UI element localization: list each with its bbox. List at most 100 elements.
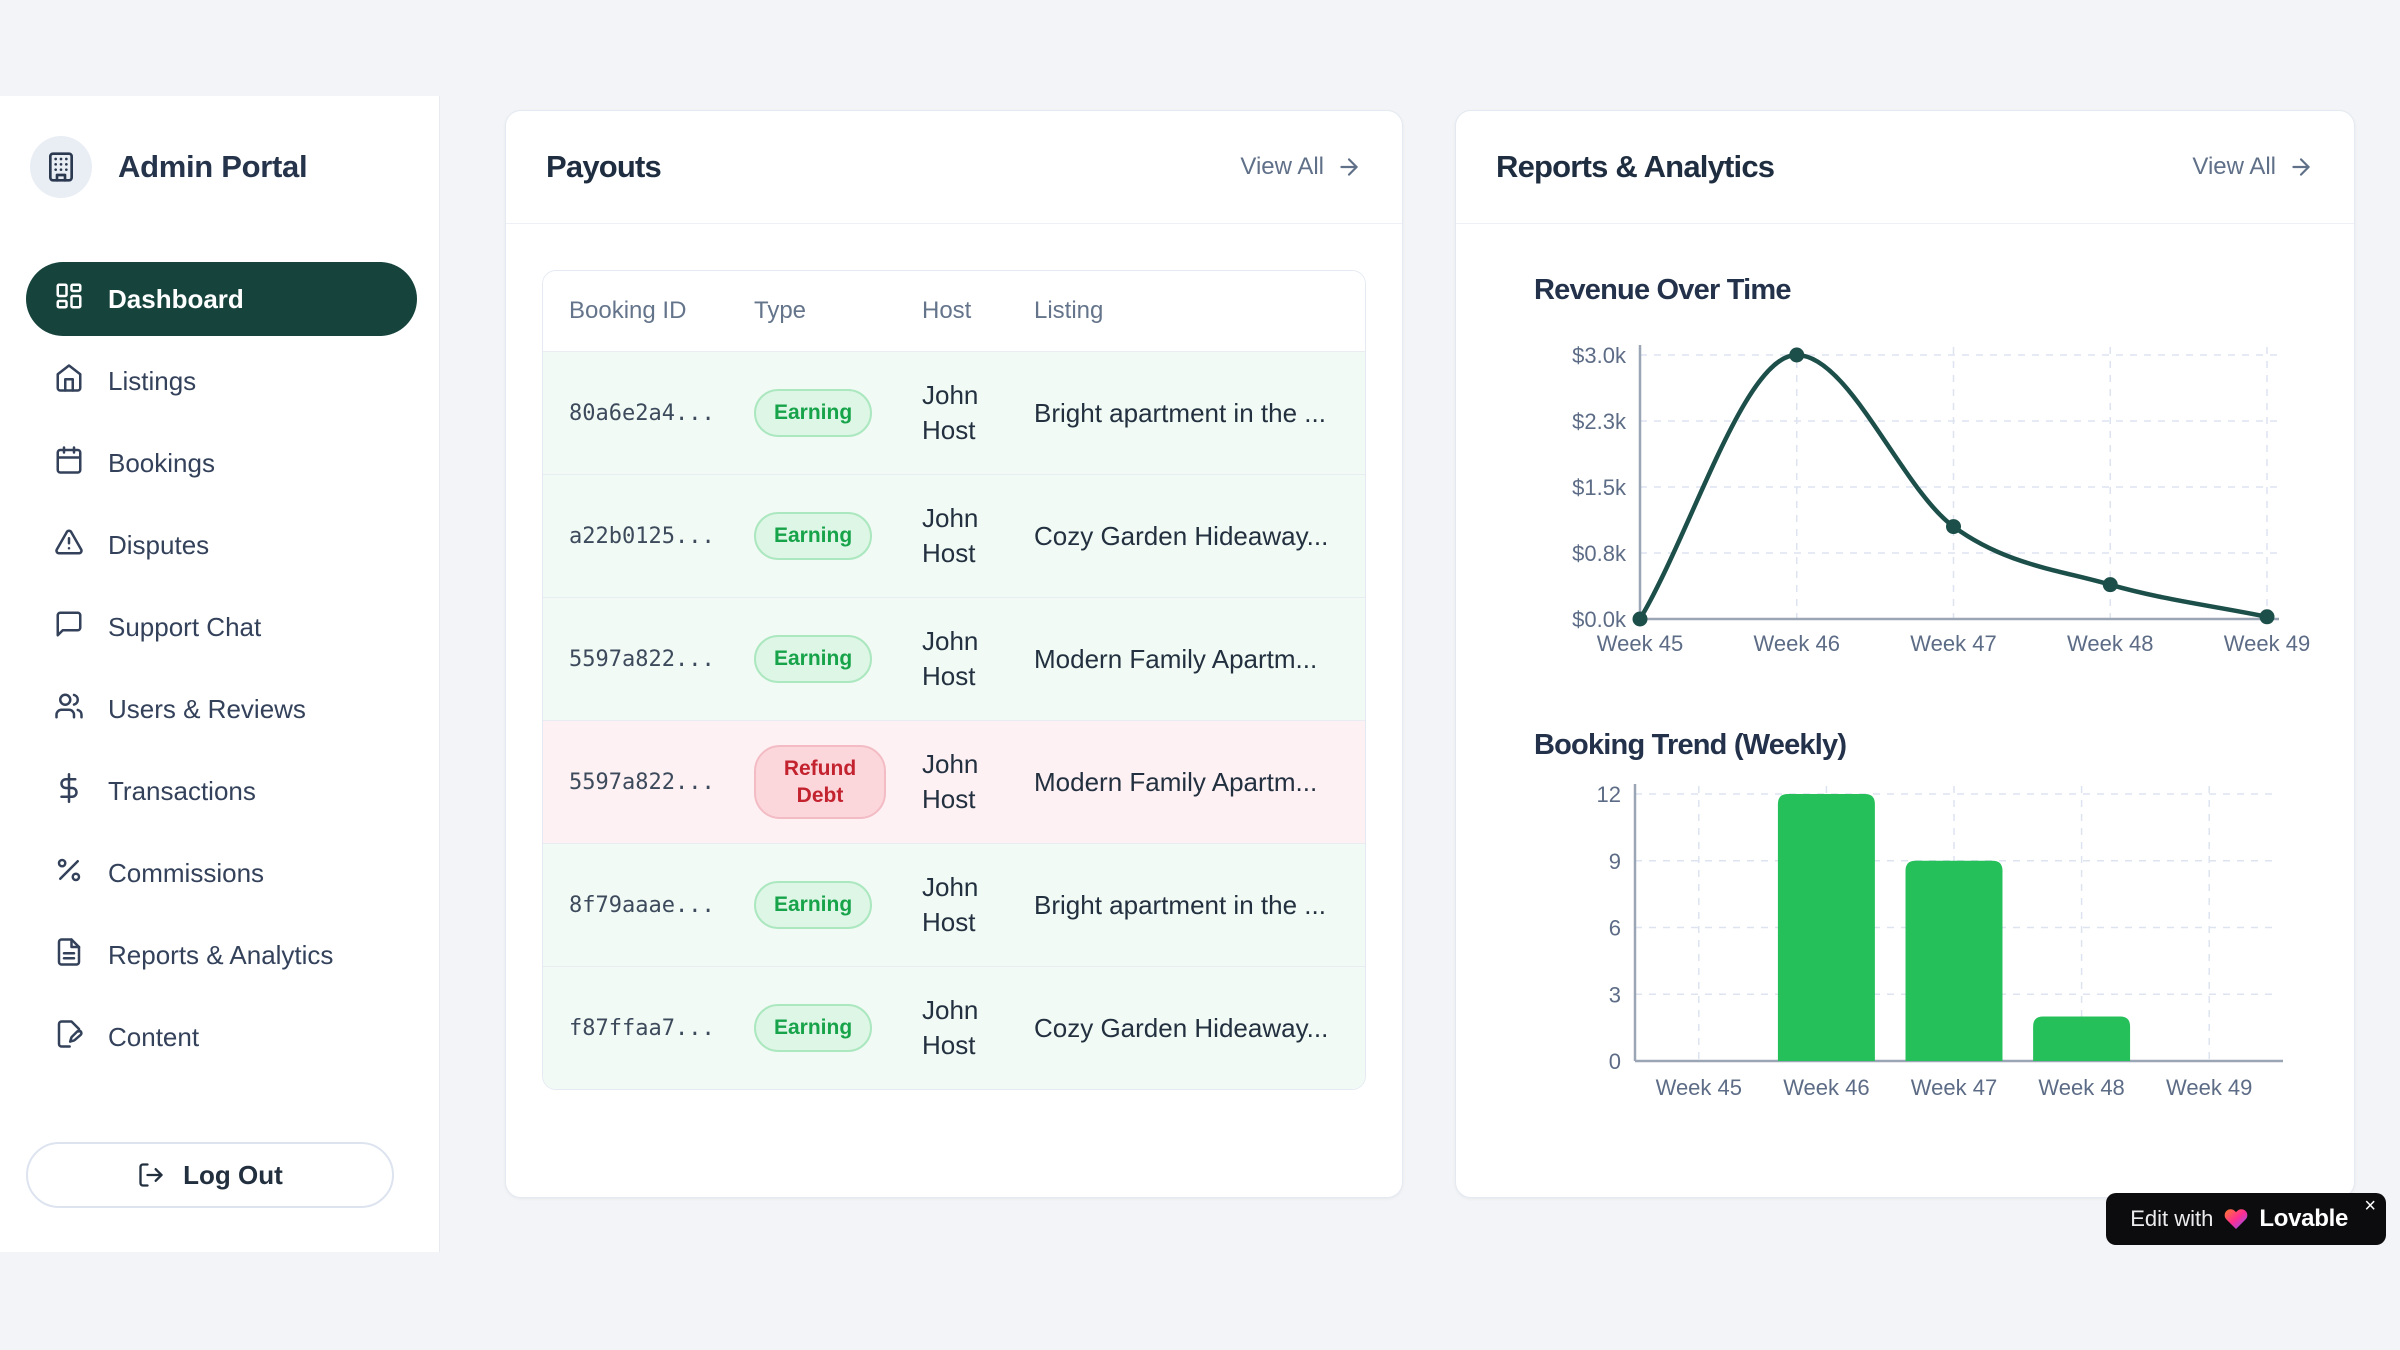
svg-text:Week 49: Week 49 — [2166, 1075, 2252, 1100]
type-badge: Earning — [754, 512, 873, 560]
svg-text:6: 6 — [1609, 916, 1621, 941]
sidebar-item[interactable]: Content — [26, 1000, 417, 1074]
sidebar-item-icon — [54, 527, 84, 564]
type-cell: Earning — [754, 389, 922, 437]
col-host: Host — [922, 297, 972, 324]
sidebar-item-icon — [54, 937, 84, 974]
svg-text:Week 45: Week 45 — [1597, 631, 1683, 656]
sidebar-item[interactable]: Reports & Analytics — [26, 918, 417, 992]
listing-cell: Cozy Garden Hideaway... — [1034, 1012, 1329, 1043]
type-badge: Earning — [754, 635, 873, 683]
lovable-brand: Lovable — [2259, 1205, 2348, 1232]
revenue-line-chart: Week 45 Week 46 Week 47 Week 48 Week 49 $0.0k… — [1572, 343, 2310, 656]
sidebar-item-label: Transactions — [108, 775, 256, 806]
table-row[interactable]: 8f79aaae... Earning John Host Bright apa… — [543, 843, 1365, 966]
svg-text:Week 48: Week 48 — [2067, 631, 2153, 656]
sidebar-item-icon — [54, 772, 84, 810]
svg-text:Week 47: Week 47 — [1910, 631, 1996, 656]
sidebar-item-icon — [54, 363, 84, 400]
booking-id-cell: 5597a822... — [569, 646, 715, 672]
logout-icon — [139, 1163, 163, 1187]
revenue-chart-title: Revenue Over Time — [1534, 274, 1791, 306]
type-cell: Earning — [754, 881, 922, 929]
table-row[interactable]: f87ffaa7... Earning John Host Cozy Garde… — [543, 966, 1365, 1089]
table-row[interactable]: 80a6e2a4... Earning John Host Bright apa… — [543, 351, 1365, 474]
table-row[interactable]: a22b0125... Earning John Host Cozy Garde… — [543, 474, 1365, 597]
type-cell: Earning — [754, 512, 922, 560]
type-cell: Earning — [754, 1004, 922, 1052]
sidebar-item[interactable]: Listings — [26, 344, 417, 418]
type-badge: Earning — [754, 389, 873, 437]
close-icon[interactable]: × — [2364, 1195, 2376, 1217]
sidebar-item-icon — [54, 855, 84, 892]
sidebar-item-label: Dashboard — [108, 283, 244, 314]
svg-text:Week 45: Week 45 — [1656, 1075, 1742, 1100]
booking-id-cell: a22b0125... — [569, 523, 715, 549]
host-cell: John Host — [922, 748, 979, 814]
table-row[interactable]: 5597a822... Earning John Host Modern Fam… — [543, 597, 1365, 720]
sidebar-item[interactable]: Dashboard — [26, 262, 417, 336]
sidebar-item[interactable]: Users & Reviews — [26, 672, 417, 746]
svg-text:12: 12 — [1597, 782, 1621, 807]
sidebar-item-icon — [54, 691, 84, 728]
svg-text:Week 49: Week 49 — [2224, 631, 2310, 656]
sidebar-item[interactable]: Disputes — [26, 508, 417, 582]
host-cell: John Host — [922, 379, 979, 445]
type-cell: Refund Debt — [754, 744, 922, 820]
sidebar-item[interactable]: Support Chat — [26, 590, 417, 664]
arrow-right-icon — [2292, 158, 2310, 176]
svg-text:Week 47: Week 47 — [1911, 1075, 1997, 1100]
lovable-badge[interactable]: Edit with Lovable × — [2106, 1193, 2386, 1245]
sidebar-item-icon — [54, 281, 84, 318]
payouts-header: Payouts View All — [506, 111, 1402, 224]
booking-bar-chart: Week 45 Week 46 Week 47 Week 48 Week 49 0 3 6 9 1… — [1597, 782, 2283, 1100]
listing-cell: Modern Family Apartm... — [1034, 643, 1318, 674]
booking-id-cell: f87ffaa7... — [569, 1015, 715, 1041]
svg-text:$1.5k: $1.5k — [1572, 475, 1627, 500]
app-title: Admin Portal — [118, 149, 308, 184]
table-row[interactable]: 5597a822... Refund Debt John Host Modern… — [543, 720, 1365, 843]
svg-text:0: 0 — [1609, 1049, 1621, 1074]
sidebar-item-label: Support Chat — [108, 611, 262, 642]
building-icon — [30, 136, 92, 198]
svg-text:Week 46: Week 46 — [1754, 631, 1840, 656]
sidebar-item-label: Commissions — [108, 857, 265, 888]
host-cell: John Host — [922, 625, 979, 691]
col-listing: Listing — [1034, 297, 1104, 324]
svg-text:Week 46: Week 46 — [1783, 1075, 1869, 1100]
listing-cell: Bright apartment in the ... — [1034, 889, 1326, 920]
sidebar-item[interactable]: Transactions — [26, 754, 417, 828]
reports-title: Reports & Analytics — [1496, 149, 1775, 184]
arrow-right-icon — [1340, 158, 1358, 176]
svg-text:3: 3 — [1609, 982, 1621, 1007]
sidebar-item-label: Listings — [108, 365, 197, 396]
payouts-card: Payouts View All Booking ID Type Host Li… — [505, 110, 1403, 1198]
col-booking-id: Booking ID — [569, 297, 687, 324]
sidebar-item-label: Users & Reviews — [108, 693, 306, 724]
payouts-view-all-link[interactable]: View All — [1240, 153, 1362, 181]
type-badge: Refund Debt — [754, 744, 886, 820]
payouts-table: Booking ID Type Host Listing 80a6e2a4...… — [542, 270, 1366, 1090]
payouts-title: Payouts — [546, 149, 662, 184]
booking-id-cell: 5597a822... — [569, 769, 715, 795]
svg-text:$0.0k: $0.0k — [1572, 607, 1627, 632]
reports-card: Reports & Analytics View All Revenue Ove… — [1455, 110, 2355, 1198]
host-cell: John Host — [922, 502, 979, 568]
booking-id-cell: 80a6e2a4... — [569, 400, 715, 426]
sidebar-item[interactable]: Commissions — [26, 836, 417, 910]
host-cell: John Host — [922, 994, 979, 1060]
sidebar-item-icon — [54, 609, 84, 646]
booking-chart-title: Booking Trend (Weekly) — [1534, 729, 1847, 761]
type-cell: Earning — [754, 635, 922, 683]
brand: Admin Portal — [30, 136, 417, 198]
reports-view-all-link[interactable]: View All — [2192, 153, 2314, 181]
sidebar-item-label: Content — [108, 1021, 200, 1052]
host-cell: John Host — [922, 871, 979, 937]
sidebar-item[interactable]: Bookings — [26, 426, 417, 500]
logout-button[interactable]: Log Out — [26, 1142, 394, 1208]
view-all-label: View All — [2192, 153, 2276, 180]
svg-text:$0.8k: $0.8k — [1572, 541, 1627, 566]
sidebar: Admin Portal Dashboard Listings Bookings — [0, 96, 440, 1252]
logout-label: Log Out — [183, 1159, 283, 1190]
listing-cell: Cozy Garden Hideaway... — [1034, 520, 1329, 551]
